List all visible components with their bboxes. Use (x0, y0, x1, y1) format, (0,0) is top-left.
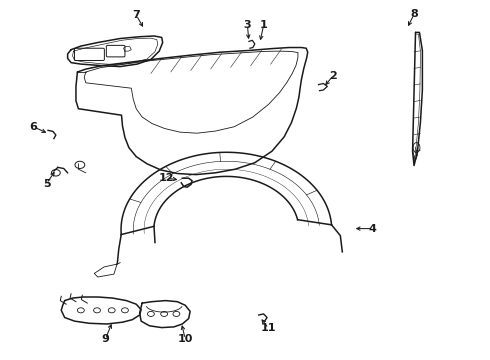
Text: 2: 2 (329, 71, 337, 81)
FancyBboxPatch shape (74, 48, 104, 60)
Text: 1: 1 (260, 20, 268, 30)
Text: 3: 3 (244, 20, 251, 30)
Text: 6: 6 (29, 122, 37, 132)
FancyBboxPatch shape (106, 45, 125, 57)
Text: 8: 8 (410, 9, 418, 19)
Text: 11: 11 (261, 323, 276, 333)
Text: 9: 9 (101, 334, 109, 344)
Text: 10: 10 (177, 334, 193, 344)
Text: 5: 5 (43, 179, 50, 189)
Text: 12: 12 (159, 173, 174, 183)
Text: 4: 4 (368, 224, 376, 234)
Text: 7: 7 (132, 10, 140, 20)
